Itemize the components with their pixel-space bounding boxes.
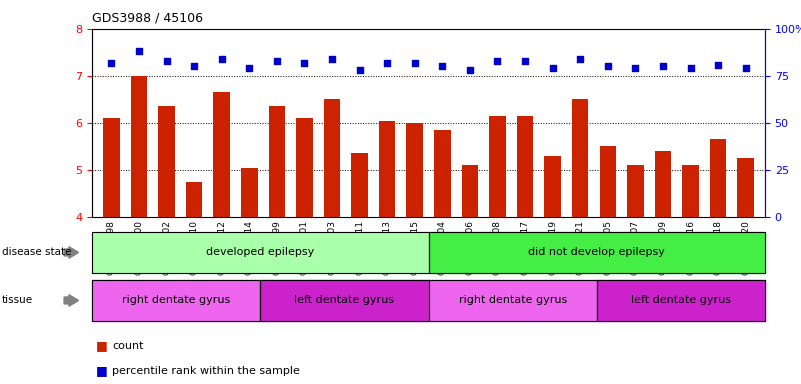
Point	[243, 65, 256, 71]
Bar	[429, 232, 765, 273]
Text: disease state: disease state	[2, 247, 71, 258]
Point	[326, 56, 339, 62]
Bar	[213, 92, 230, 217]
Bar	[103, 118, 119, 217]
Point	[298, 60, 311, 66]
Bar	[599, 146, 616, 217]
Point	[215, 56, 228, 62]
Point	[187, 63, 200, 70]
Text: GDS3988 / 45106: GDS3988 / 45106	[92, 12, 203, 25]
Text: developed epilepsy: developed epilepsy	[206, 247, 315, 258]
Bar	[92, 232, 429, 273]
Text: left dentate gyrus: left dentate gyrus	[295, 295, 394, 306]
Bar	[186, 182, 203, 217]
Point	[133, 48, 146, 55]
Bar	[379, 121, 396, 217]
Point	[574, 56, 586, 62]
Point	[160, 58, 173, 64]
Text: did not develop epilepsy: did not develop epilepsy	[529, 247, 665, 258]
Point	[739, 65, 752, 71]
Bar	[296, 118, 312, 217]
Bar	[597, 280, 765, 321]
Text: left dentate gyrus: left dentate gyrus	[631, 295, 731, 306]
Bar	[268, 106, 285, 217]
Bar	[324, 99, 340, 217]
Bar	[92, 232, 429, 273]
Bar	[545, 156, 561, 217]
Bar	[434, 130, 451, 217]
Bar	[429, 232, 765, 273]
Point	[491, 58, 504, 64]
Bar	[260, 280, 429, 321]
Bar	[461, 165, 478, 217]
Text: percentile rank within the sample: percentile rank within the sample	[112, 366, 300, 376]
Point	[105, 60, 118, 66]
Point	[684, 65, 697, 71]
Bar	[241, 167, 258, 217]
Point	[380, 60, 393, 66]
Bar	[597, 280, 765, 321]
Bar	[738, 158, 754, 217]
Point	[711, 61, 724, 68]
Bar	[131, 76, 147, 217]
Bar	[92, 280, 260, 321]
Point	[602, 63, 614, 70]
Bar	[710, 139, 727, 217]
Bar	[159, 106, 175, 217]
Text: tissue: tissue	[2, 295, 33, 306]
Point	[518, 58, 531, 64]
Text: count: count	[112, 341, 143, 351]
Text: right dentate gyrus: right dentate gyrus	[122, 295, 231, 306]
Bar	[260, 280, 429, 321]
Point	[271, 58, 284, 64]
Bar	[92, 280, 260, 321]
Point	[629, 65, 642, 71]
Bar	[682, 165, 698, 217]
Point	[464, 67, 477, 73]
Bar	[406, 123, 423, 217]
Text: right dentate gyrus: right dentate gyrus	[458, 295, 567, 306]
Point	[409, 60, 421, 66]
Point	[657, 63, 670, 70]
Bar	[517, 116, 533, 217]
Point	[436, 63, 449, 70]
Point	[546, 65, 559, 71]
Bar	[429, 280, 597, 321]
Bar	[352, 154, 368, 217]
Bar	[429, 280, 597, 321]
Text: ■: ■	[96, 339, 108, 352]
Bar	[627, 165, 644, 217]
Bar	[489, 116, 505, 217]
Text: ■: ■	[96, 364, 108, 377]
Point	[353, 67, 366, 73]
Bar	[654, 151, 671, 217]
Bar	[572, 99, 589, 217]
